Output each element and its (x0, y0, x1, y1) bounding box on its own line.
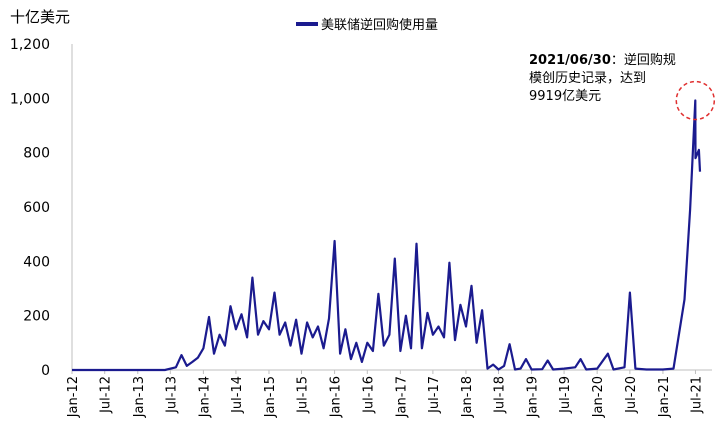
legend-label: 美联储逆回购使用量 (321, 18, 439, 33)
x-tick-label: Jul-18 (492, 376, 507, 414)
x-tick-label: Jul-21 (689, 376, 704, 414)
x-tick-label: Jan-13 (132, 376, 147, 418)
x-tick-label: Jul-19 (558, 376, 573, 414)
peak-annotation: 2021/06/30：逆回购规模创历史记录，达到9919亿美元 (529, 52, 679, 106)
y-tick-label: 800 (23, 146, 50, 162)
x-tick-label: Jul-14 (230, 376, 245, 414)
x-tick-label: Jan-20 (591, 376, 606, 418)
x-tick-label: Jan-15 (263, 376, 278, 418)
y-tick-label: 1,200 (10, 37, 50, 53)
y-tick-label: 1,000 (10, 91, 50, 107)
x-tick-label: Jan-14 (197, 376, 212, 418)
x-tick-label: Jan-18 (460, 376, 475, 418)
x-tick-label: Jul-15 (296, 376, 311, 414)
y-tick-label: 600 (23, 200, 50, 216)
annotation-text: ：逆回购规模创历史记录，达到9919亿美元 (529, 53, 676, 104)
x-tick-label: Jul-17 (427, 376, 442, 414)
legend-swatch (296, 21, 318, 26)
y-tick-label: 200 (23, 309, 50, 325)
x-tick-label: Jan-16 (329, 376, 344, 418)
x-tick-label: Jul-13 (164, 376, 179, 414)
x-tick-label: Jul-20 (624, 376, 639, 414)
annotation-date: 2021/06/30 (529, 53, 611, 68)
x-tick-label: Jan-12 (66, 376, 81, 418)
y-axis-unit-label: 十亿美元 (10, 8, 71, 26)
x-tick-label: Jan-21 (657, 376, 672, 418)
x-tick-label: Jan-19 (526, 376, 541, 418)
peak-highlight-circle (675, 80, 716, 121)
y-tick-label: 400 (23, 254, 50, 270)
x-tick-label: Jul-16 (361, 376, 376, 414)
series-line (72, 99, 702, 372)
x-tick-label: Jan-17 (394, 376, 409, 418)
x-tick-label: Jul-12 (99, 376, 114, 414)
y-tick-label: 0 (41, 363, 50, 379)
legend: 美联储逆回购使用量 (296, 14, 438, 33)
